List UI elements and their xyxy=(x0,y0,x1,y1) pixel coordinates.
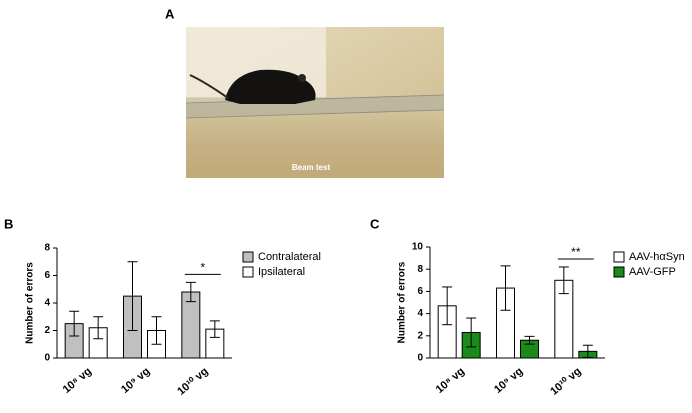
panel-label: C xyxy=(370,216,380,231)
panel-label: A xyxy=(165,6,175,21)
y-tick-label: 6 xyxy=(44,270,50,281)
legend-label: AAV-hαSyn xyxy=(629,251,685,263)
y-tick-label: 0 xyxy=(417,353,423,364)
significance-label: ** xyxy=(571,245,581,259)
x-tick-label: 10¹⁰ vg xyxy=(548,365,583,397)
y-tick-label: 10 xyxy=(412,242,424,253)
y-tick-label: 4 xyxy=(417,308,423,319)
y-tick-label: 4 xyxy=(44,298,50,309)
y-tick-label: 6 xyxy=(417,286,423,297)
y-axis-label: Number of errors xyxy=(25,262,36,344)
legend-label: AAV-GFP xyxy=(629,266,676,278)
legend-swatch xyxy=(613,251,625,263)
x-tick-label: 10⁹ vg xyxy=(119,365,152,396)
legend-swatch xyxy=(613,266,625,278)
y-tick-label: 8 xyxy=(417,264,423,275)
legend-label: Ipsilateral xyxy=(258,266,305,278)
photo-caption: Beam test xyxy=(292,163,331,172)
legend-label: Contralateral xyxy=(258,251,321,263)
y-axis-label: Number of errors xyxy=(397,261,408,343)
y-tick-label: 0 xyxy=(44,353,50,364)
significance-label: * xyxy=(200,261,205,275)
photo: Beam test xyxy=(185,27,445,178)
y-tick-label: 8 xyxy=(44,243,50,254)
x-tick-label: 10⁹ vg xyxy=(492,365,525,396)
panel-label: B xyxy=(4,216,13,231)
x-tick-label: 10⁸ vg xyxy=(61,365,94,396)
x-tick-label: 10¹⁰ vg xyxy=(175,365,210,397)
legend-swatch xyxy=(242,251,254,263)
y-tick-label: 2 xyxy=(44,325,50,336)
y-tick-label: 2 xyxy=(417,330,423,341)
x-tick-label: 10⁸ vg xyxy=(434,365,467,396)
legend-swatch xyxy=(242,266,254,278)
